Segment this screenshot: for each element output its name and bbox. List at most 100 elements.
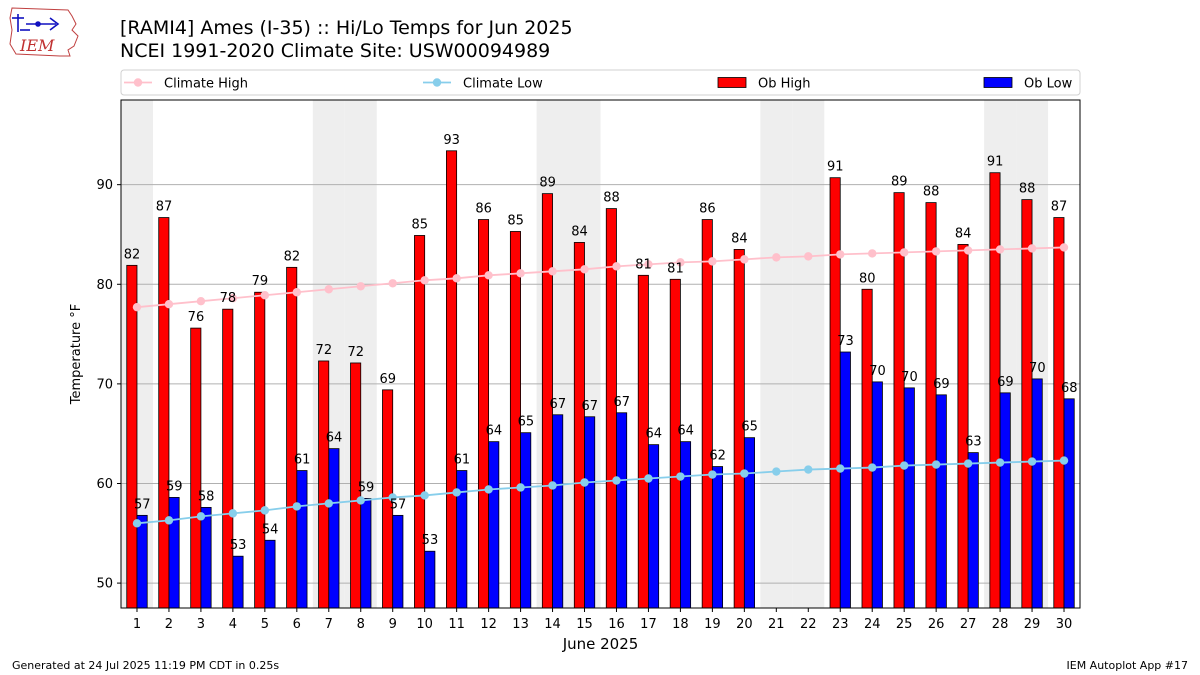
x-tick-label: 4	[229, 617, 237, 632]
x-tick-label: 10	[416, 617, 433, 632]
climate-high-point	[931, 247, 941, 256]
x-tick-label: 6	[293, 617, 301, 632]
climate-low-point	[995, 458, 1005, 467]
ob-high-label: 87	[156, 200, 173, 215]
climate-high-point	[388, 279, 397, 288]
ob-high-label: 80	[859, 271, 876, 286]
ob-low-label: 67	[550, 397, 567, 412]
ob-high-bar	[222, 308, 234, 609]
ob-low-label: 64	[645, 427, 662, 442]
ob-high-bar	[1053, 217, 1065, 609]
climate-low-point	[452, 488, 461, 497]
ob-low-label: 57	[134, 497, 151, 512]
climate-low-point	[164, 516, 174, 525]
ob-low-bar	[328, 448, 340, 609]
ob-high-label: 89	[539, 176, 556, 191]
climate-high-point	[548, 267, 557, 276]
climate-high-point	[164, 299, 174, 309]
ob-low-bar	[1063, 398, 1075, 609]
ob-high-bar	[286, 266, 298, 609]
x-tick-label: 27	[960, 617, 977, 632]
climate-high-point	[228, 294, 238, 303]
ob-high-bar	[254, 291, 266, 609]
ob-high-bar	[318, 360, 330, 609]
climate-low-point	[132, 519, 142, 528]
x-tick-label: 2	[165, 617, 173, 632]
ob-high-bar	[925, 202, 937, 609]
legend-climate-low-swatch-marker	[432, 78, 442, 87]
plot-frame	[120, 99, 1081, 609]
climate-low-point	[580, 478, 589, 487]
ob-high-bar	[989, 172, 1001, 609]
ob-low-label: 61	[294, 453, 311, 468]
ob-low-bar	[136, 514, 148, 609]
x-tick-label: 28	[992, 617, 1009, 632]
ob-high-label: 81	[635, 257, 652, 272]
climate-low-point	[228, 509, 238, 518]
climate-low-point	[772, 467, 781, 476]
ob-high-label: 88	[603, 191, 620, 206]
legend-ob-high-label: Ob High	[758, 77, 811, 92]
ob-low-label: 64	[486, 424, 503, 439]
climate-low-point	[931, 460, 941, 469]
ob-low-bar	[839, 351, 851, 609]
ob-low-bar	[871, 381, 883, 609]
x-tick-label: 7	[325, 617, 333, 632]
legend-climate-high-label: Climate High	[164, 77, 248, 92]
ob-low-label: 53	[230, 538, 247, 553]
climate-high-point	[1027, 244, 1037, 253]
x-tick-label: 17	[640, 617, 657, 632]
ob-low-bar	[648, 444, 660, 609]
ob-low-bar	[488, 441, 500, 609]
ob-high-label: 86	[699, 202, 716, 217]
y-tick-label: 50	[96, 577, 113, 592]
x-tick-label: 15	[576, 617, 593, 632]
climate-high-point	[963, 246, 973, 255]
ob-low-bar	[616, 412, 628, 609]
y-axis-label: Temperature °F	[69, 304, 84, 405]
ob-high-bar	[957, 244, 969, 609]
ob-low-label: 69	[933, 377, 950, 392]
climate-low-point	[1027, 457, 1037, 466]
ob-high-bar	[1021, 199, 1033, 609]
ob-high-bar	[190, 327, 202, 609]
climate-high-point	[580, 265, 589, 274]
ob-low-bar	[168, 497, 180, 609]
climate-high-point	[452, 274, 461, 283]
ob-low-bar	[424, 550, 436, 609]
ob-low-label: 65	[741, 420, 758, 435]
weather-station-icon	[12, 14, 60, 32]
ob-low-bar	[680, 441, 692, 609]
climate-high-point	[420, 276, 429, 285]
climate-high-point	[324, 285, 333, 294]
ob-low-bar	[903, 387, 915, 609]
weekend-band	[760, 100, 793, 608]
ob-low-bar	[392, 514, 404, 609]
x-tick-label: 30	[1056, 617, 1073, 632]
ob-high-label: 91	[827, 160, 844, 175]
ob-low-label: 59	[166, 479, 183, 494]
ob-low-label: 69	[997, 375, 1014, 390]
climate-low-point	[899, 461, 909, 470]
climate-low-point	[612, 476, 621, 485]
climate-high-point	[260, 291, 270, 300]
iem-logo: IEM	[9, 7, 79, 57]
x-tick-label: 9	[389, 617, 397, 632]
ob-low-label: 65	[518, 415, 535, 430]
climate-low-point	[292, 502, 302, 511]
climate-high-point	[772, 253, 781, 262]
ob-low-label: 54	[262, 522, 279, 537]
climate-high-point	[868, 249, 877, 258]
ob-low-label: 67	[613, 395, 630, 410]
climate-high-point	[995, 245, 1005, 254]
legend-ob-low-label: Ob Low	[1024, 77, 1073, 92]
ob-low-label: 58	[198, 489, 215, 504]
ob-high-label: 79	[252, 274, 269, 289]
ob-high-label: 82	[284, 249, 301, 264]
weekend-band	[792, 100, 825, 608]
ob-high-bar	[414, 235, 426, 609]
ob-low-label: 53	[422, 533, 439, 548]
logo-text: IEM	[19, 36, 55, 55]
legend-box	[120, 69, 1081, 96]
ob-high-label: 69	[379, 372, 396, 387]
